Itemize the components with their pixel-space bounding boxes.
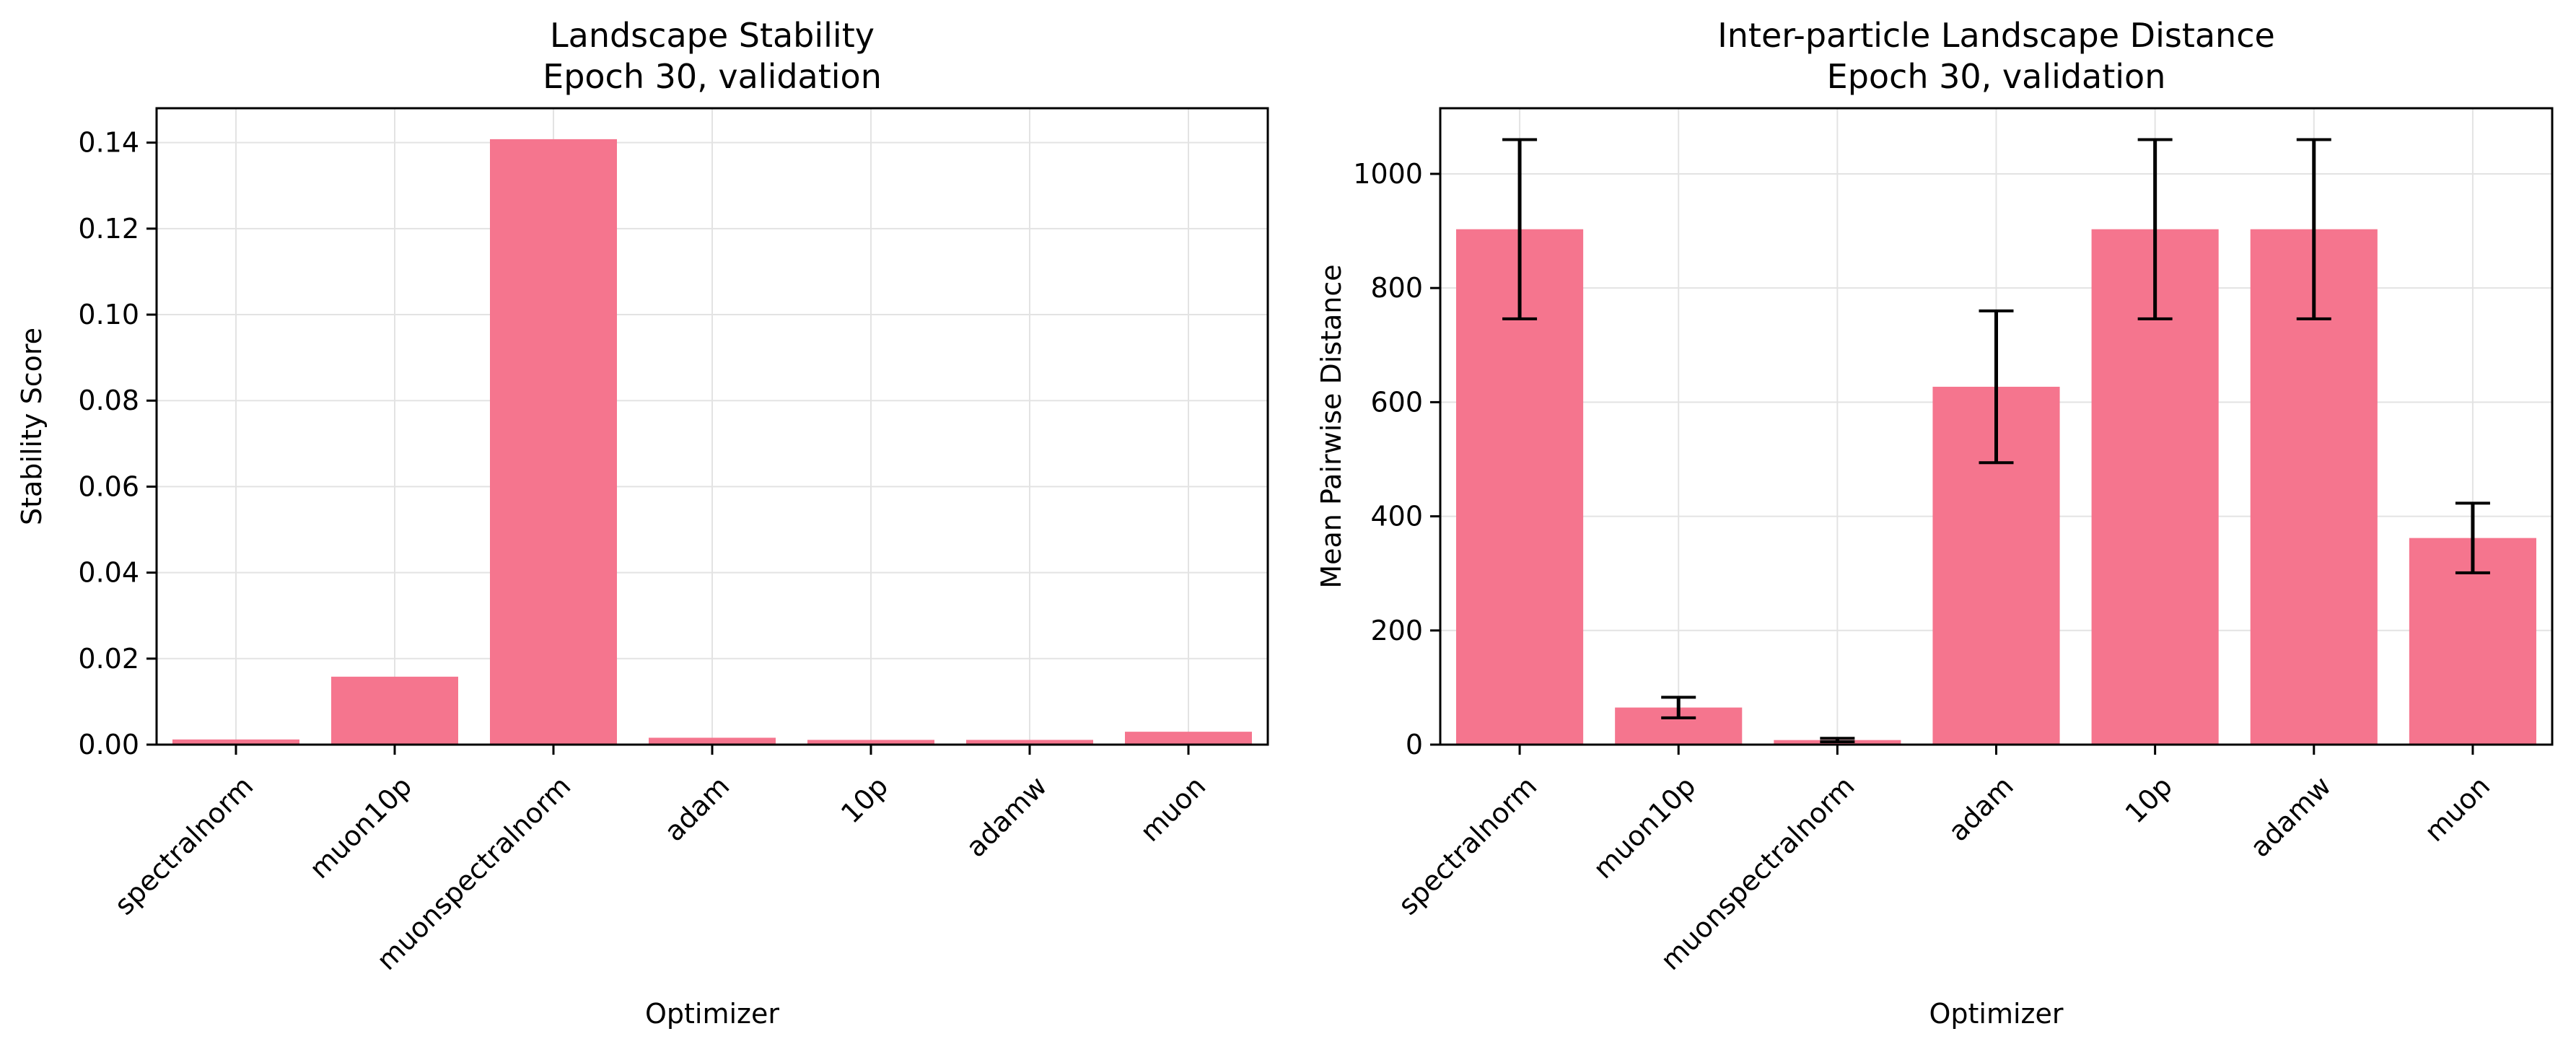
y-tick-label: 800 <box>1370 272 1423 304</box>
y-axis-label: Mean Pairwise Distance <box>1315 264 1347 588</box>
chart-subtitle: Epoch 30, validation <box>543 57 882 96</box>
bar-spectralnorm <box>172 739 299 745</box>
y-tick-label: 0.02 <box>78 643 139 675</box>
bar-muonspectralnorm <box>490 139 617 745</box>
y-tick-label: 400 <box>1370 501 1423 532</box>
bar-adamw <box>966 740 1093 745</box>
error-bar-10p <box>2137 138 2173 320</box>
bar-10p <box>807 740 934 745</box>
error-bar-muon <box>2455 501 2490 574</box>
chart-subtitle: Epoch 30, validation <box>1827 57 2166 96</box>
y-tick-label: 0 <box>1406 729 1423 760</box>
y-tick-label: 0.12 <box>78 213 139 245</box>
y-tick-label: 0.04 <box>78 557 139 589</box>
error-bar-spectralnorm <box>1502 138 1538 320</box>
y-tick-label: 0.08 <box>78 385 139 416</box>
error-bar-adam <box>1979 309 2014 465</box>
error-bar-muonspectralnorm <box>1820 737 1855 744</box>
y-axis-label: Stability Score <box>16 328 48 525</box>
chart-title: Landscape Stability <box>550 16 875 55</box>
y-tick-label: 600 <box>1370 386 1423 418</box>
bar-muon10p <box>331 676 458 745</box>
x-axis-label: Optimizer <box>1929 998 2063 1030</box>
y-tick-label: 0.06 <box>78 470 139 502</box>
bars <box>172 139 1252 745</box>
bar-muon <box>1125 732 1252 745</box>
y-tick-label: 0.10 <box>78 299 139 330</box>
x-axis-label: Optimizer <box>645 998 779 1030</box>
y-tick-label: 0.00 <box>78 729 139 760</box>
chart-title: Inter-particle Landscape Distance <box>1717 16 2275 55</box>
y-ticks: 0 200 400 600 800 1000 <box>1353 158 1440 760</box>
y-tick-label: 0.14 <box>78 127 139 159</box>
y-tick-label: 200 <box>1370 615 1423 646</box>
bar-adam <box>649 737 776 745</box>
error-bars <box>1502 138 2490 744</box>
y-ticks: 0.00 0.02 0.04 0.06 0.08 0.10 0.12 0.14 <box>78 127 157 760</box>
y-tick-label: 1000 <box>1353 158 1423 190</box>
error-bar-muon10p <box>1661 696 1696 719</box>
error-bar-adamw <box>2296 138 2331 320</box>
